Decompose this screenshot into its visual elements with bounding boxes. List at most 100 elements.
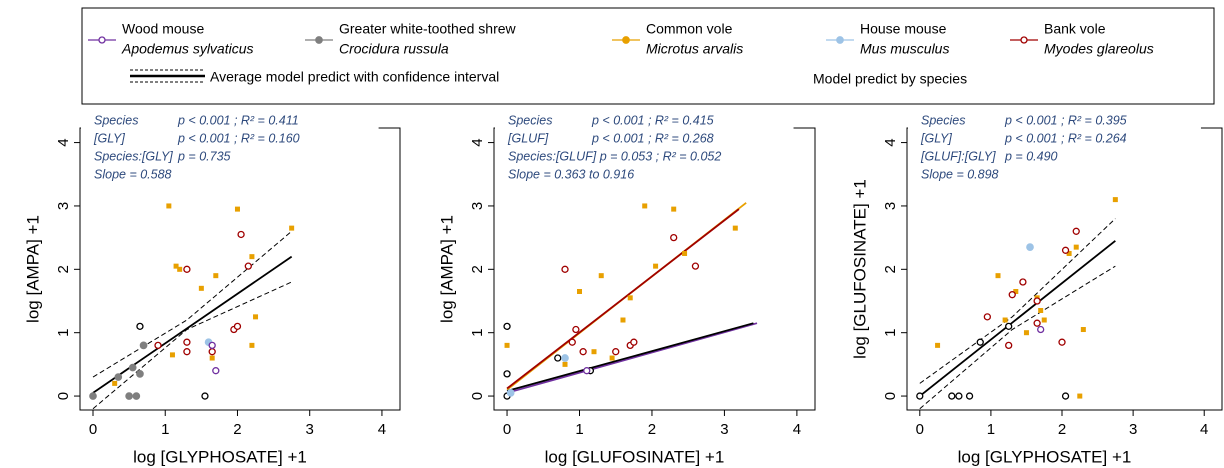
legend-label: Wood mouse bbox=[122, 21, 204, 37]
legend-label: Common vole bbox=[646, 21, 733, 37]
annotation: Species:[GLUF] p = 0.053 ; R² = 0.052 bbox=[508, 149, 721, 163]
legend-label: Model predict by species bbox=[813, 71, 967, 87]
annotation: [GLUF] bbox=[507, 131, 549, 145]
y-tick-label: 1 bbox=[882, 329, 899, 337]
annotation: Slope = 0.588 bbox=[94, 167, 172, 181]
point bbox=[114, 373, 123, 381]
y-tick-label: 0 bbox=[469, 392, 486, 400]
fit-line bbox=[506, 322, 758, 394]
x-tick-label: 3 bbox=[306, 421, 314, 438]
point bbox=[671, 206, 677, 212]
point bbox=[139, 341, 148, 350]
point bbox=[1026, 243, 1034, 251]
point bbox=[198, 285, 204, 291]
point bbox=[1041, 317, 1047, 323]
y-tick-label: 3 bbox=[55, 202, 72, 210]
fit-line bbox=[506, 208, 740, 390]
point bbox=[504, 342, 510, 348]
y-tick-label: 1 bbox=[55, 329, 72, 337]
annotation: Species:[GLY] bbox=[94, 149, 173, 163]
point bbox=[554, 354, 562, 362]
point bbox=[995, 273, 1001, 279]
y-axis-label: log [AMPA] +1 bbox=[23, 215, 42, 323]
point bbox=[1019, 278, 1027, 286]
point bbox=[591, 349, 597, 355]
point bbox=[213, 273, 219, 279]
x-tick-label: 2 bbox=[1058, 421, 1066, 438]
point bbox=[128, 363, 137, 372]
annotation: p < 0.001 ; R² = 0.160 bbox=[177, 131, 300, 145]
x-tick-label: 1 bbox=[575, 421, 583, 438]
point bbox=[562, 361, 568, 367]
legend-label: Myodes glareolus bbox=[1044, 41, 1154, 57]
point bbox=[579, 348, 587, 356]
point bbox=[506, 389, 515, 397]
y-axis-label: log [GLUFOSINATE] +1 bbox=[850, 179, 869, 359]
point bbox=[212, 367, 220, 375]
legend-marker bbox=[622, 36, 630, 44]
y-tick-label: 4 bbox=[55, 138, 72, 146]
annotation: [GLUF]:[GLY] bbox=[920, 149, 996, 163]
point bbox=[209, 355, 215, 361]
x-tick-label: 1 bbox=[987, 421, 995, 438]
y-tick-label: 0 bbox=[882, 392, 899, 400]
point bbox=[1002, 317, 1008, 323]
y-axis-label: log [AMPA] +1 bbox=[437, 215, 456, 323]
point bbox=[1038, 308, 1044, 314]
x-axis-label: log [GLYPHOSATE] +1 bbox=[133, 447, 307, 466]
point bbox=[1066, 250, 1072, 256]
fit-line bbox=[506, 322, 754, 392]
y-tick-label: 4 bbox=[882, 138, 899, 146]
point bbox=[125, 392, 133, 400]
point bbox=[609, 355, 615, 361]
point bbox=[233, 322, 242, 331]
legend-label: Mus musculus bbox=[860, 41, 949, 57]
point bbox=[132, 392, 141, 400]
point bbox=[983, 313, 991, 321]
point bbox=[1037, 325, 1045, 334]
annotation: p < 0.001 ; R² = 0.415 bbox=[591, 113, 714, 127]
annotation: Species bbox=[921, 113, 965, 127]
point bbox=[1005, 322, 1013, 331]
point bbox=[598, 273, 604, 279]
x-tick-label: 0 bbox=[916, 421, 924, 438]
fit-line bbox=[919, 218, 1116, 384]
point bbox=[670, 233, 678, 242]
point bbox=[577, 288, 583, 294]
point bbox=[249, 254, 255, 260]
point bbox=[166, 203, 172, 209]
legend-label: Apodemus sylvaticus bbox=[121, 41, 254, 57]
point bbox=[1013, 288, 1019, 294]
point bbox=[1033, 319, 1041, 327]
legend-marker bbox=[1020, 36, 1028, 44]
point bbox=[612, 348, 620, 356]
point bbox=[976, 338, 984, 346]
legend-marker bbox=[315, 36, 323, 44]
point bbox=[682, 250, 688, 256]
point bbox=[183, 338, 191, 346]
x-tick-label: 0 bbox=[89, 421, 97, 438]
point bbox=[1061, 246, 1070, 254]
x-tick-label: 4 bbox=[793, 421, 801, 438]
annotation: Species bbox=[508, 113, 552, 127]
legend-marker bbox=[98, 36, 106, 44]
x-axis-label: log [GLUFOSINATE] +1 bbox=[545, 447, 725, 466]
point bbox=[253, 314, 259, 320]
point bbox=[572, 325, 580, 334]
point bbox=[1061, 392, 1070, 400]
point bbox=[955, 392, 963, 400]
point bbox=[583, 367, 591, 375]
x-tick-label: 2 bbox=[233, 421, 241, 438]
legend: Average model predict with confidence in… bbox=[130, 69, 967, 87]
point bbox=[244, 262, 252, 270]
point bbox=[561, 354, 569, 362]
point bbox=[201, 392, 209, 400]
point bbox=[1112, 197, 1118, 203]
fit-line bbox=[92, 255, 293, 394]
point bbox=[1008, 291, 1016, 299]
fit-line bbox=[92, 230, 292, 378]
point bbox=[1005, 341, 1013, 350]
y-tick-label: 3 bbox=[882, 202, 899, 210]
annotation: p < 0.001 ; R² = 0.395 bbox=[1004, 113, 1127, 127]
